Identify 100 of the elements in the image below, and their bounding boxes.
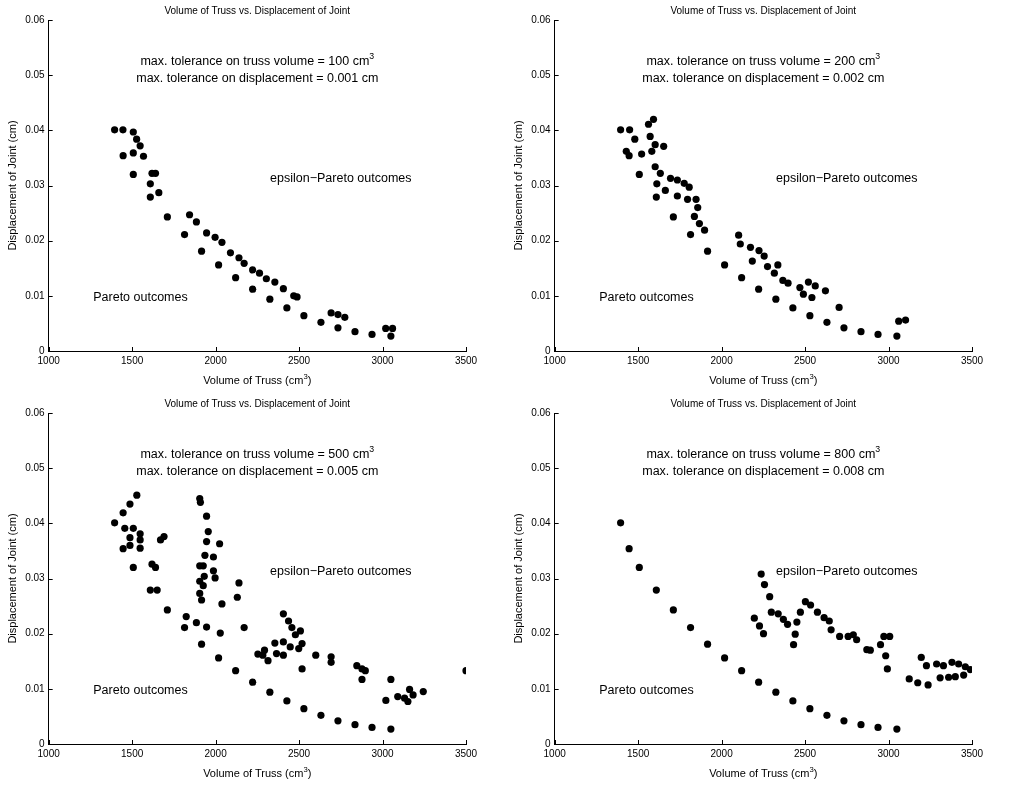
point	[180, 624, 189, 632]
point	[139, 152, 148, 160]
point	[666, 174, 675, 182]
y-tick-label: 0.02	[25, 627, 46, 639]
point	[924, 681, 932, 689]
x-tick-label: 1500	[121, 747, 144, 759]
y-tick-label: 0.04	[25, 517, 46, 529]
point	[232, 274, 240, 282]
point	[760, 580, 769, 589]
point	[211, 233, 219, 241]
point	[334, 717, 342, 725]
point	[948, 658, 956, 666]
point	[232, 667, 240, 675]
point	[922, 662, 931, 670]
y-tick-label: 0.02	[25, 234, 46, 246]
point	[631, 135, 639, 143]
point	[249, 266, 257, 274]
x-tick-label: 2500	[793, 747, 817, 759]
point	[163, 213, 171, 221]
point	[806, 705, 814, 713]
point	[840, 717, 848, 725]
y-tick-label: 0.01	[531, 682, 552, 694]
annotation: Pareto outcomes	[599, 290, 694, 305]
point	[255, 269, 264, 277]
y-tick-label: 0.01	[531, 289, 552, 301]
point	[644, 120, 653, 128]
point	[266, 688, 274, 696]
point	[683, 195, 692, 203]
point	[857, 721, 865, 729]
x-tick-label: 1000	[543, 747, 567, 759]
point	[694, 203, 702, 212]
point	[774, 610, 782, 618]
point	[746, 243, 755, 251]
y-tick-label: 0	[545, 737, 552, 749]
chart-title: Volume of Truss vs. Displacement of Joint	[164, 397, 351, 409]
point	[279, 285, 287, 293]
annotation: Pareto outcomes	[93, 683, 188, 698]
point	[755, 622, 764, 630]
point	[755, 678, 763, 686]
annotation: epsilon−Pareto outcomes	[776, 564, 918, 579]
point	[825, 617, 833, 625]
point	[686, 231, 695, 239]
point	[823, 711, 831, 719]
point	[652, 586, 660, 594]
x-tick-label: 3500	[454, 354, 478, 366]
y-tick-label: 0.05	[25, 461, 46, 473]
point	[652, 193, 660, 201]
y-tick-label: 0.06	[531, 13, 552, 25]
point	[119, 126, 127, 134]
point	[784, 279, 792, 287]
point	[767, 608, 775, 616]
point	[271, 278, 279, 286]
y-tick-label: 0	[545, 344, 552, 356]
point	[626, 126, 634, 134]
point	[779, 276, 787, 284]
point	[111, 519, 119, 527]
point	[901, 316, 910, 324]
point	[119, 545, 127, 553]
point	[783, 620, 792, 628]
point	[960, 671, 968, 679]
annotation: max. tolerance on displacement = 0.002 cm	[642, 71, 885, 86]
point	[638, 150, 646, 158]
annotation: epsilon−Pareto outcomes	[776, 171, 918, 186]
point	[936, 674, 944, 682]
point	[939, 662, 948, 670]
x-tick-label: 1000	[37, 354, 61, 366]
point	[226, 249, 235, 257]
point	[197, 640, 206, 648]
x-tick-label: 1500	[121, 354, 144, 366]
point	[300, 312, 308, 320]
point	[129, 149, 137, 157]
point	[793, 618, 801, 626]
point	[249, 285, 257, 293]
y-tick-label: 0.05	[531, 461, 552, 473]
x-tick-label: 3000	[371, 354, 395, 366]
x-tick-label: 2000	[204, 354, 228, 366]
y-axis-title: Displacement of Joint (cm)	[511, 513, 524, 644]
point	[283, 304, 291, 312]
y-tick-label: 0.03	[531, 572, 552, 584]
point	[625, 545, 633, 553]
point	[146, 586, 154, 594]
annotation: max. tolerance on displacement = 0.005 cm	[136, 464, 379, 479]
point	[750, 614, 758, 622]
point	[772, 688, 780, 696]
point	[129, 128, 137, 136]
x-tick-label: 2000	[710, 354, 734, 366]
y-tick-label: 0.06	[25, 406, 46, 418]
x-tick-label: 2000	[204, 747, 228, 759]
point	[759, 630, 768, 638]
x-tick-label: 2500	[287, 354, 311, 366]
annotation: max. tolerance on displacement = 0.008 cm	[642, 464, 885, 479]
point	[660, 142, 668, 150]
point	[933, 660, 941, 668]
point	[215, 261, 223, 269]
point	[808, 293, 816, 302]
point	[651, 163, 659, 171]
point	[886, 632, 894, 641]
point	[240, 259, 248, 267]
point	[951, 673, 959, 681]
y-tick-label: 0.06	[531, 406, 552, 418]
